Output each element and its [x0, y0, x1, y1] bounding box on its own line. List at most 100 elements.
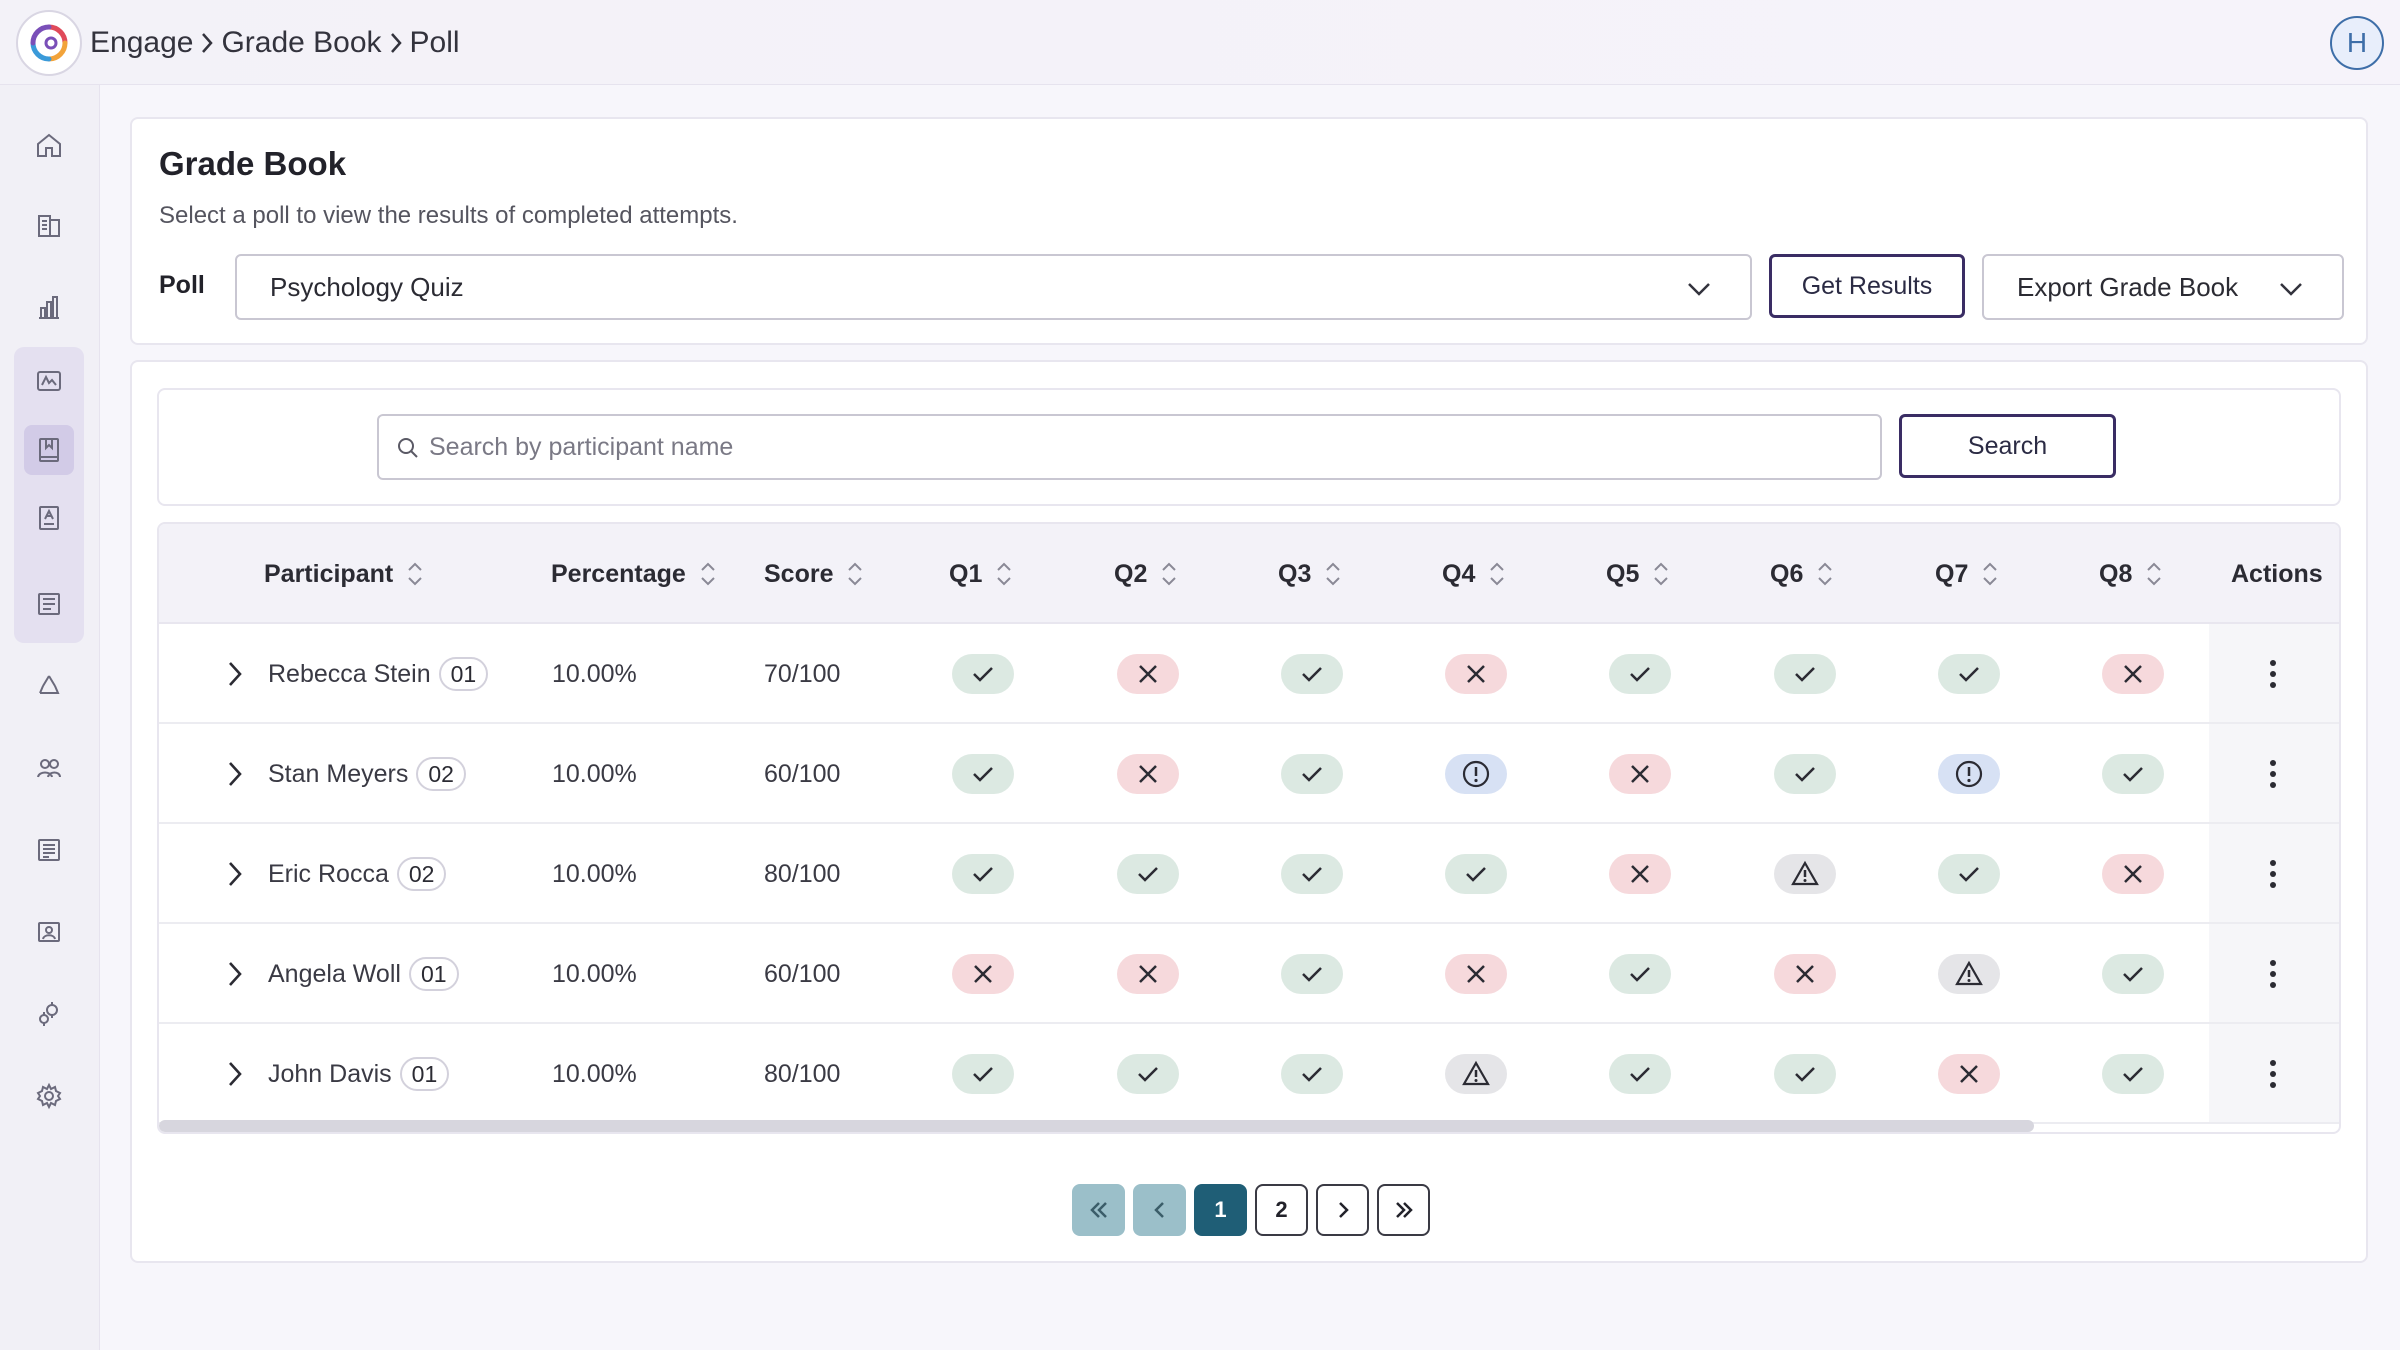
survey-icon[interactable]	[24, 579, 74, 629]
column-header-score[interactable]: Score	[764, 524, 865, 624]
participant-name[interactable]: Eric Rocca	[268, 859, 389, 888]
sort-icon[interactable]	[405, 559, 425, 589]
gallery-icon[interactable]	[24, 907, 74, 957]
answer-status-q4[interactable]	[1445, 754, 1507, 794]
answer-status-q6[interactable]	[1774, 654, 1836, 694]
sort-icon[interactable]	[994, 559, 1014, 589]
breadcrumb-grade-book[interactable]: Grade Book	[221, 26, 382, 59]
answer-status-q4[interactable]	[1445, 854, 1507, 894]
answer-status-q1[interactable]	[952, 1054, 1014, 1094]
answer-status-q6[interactable]	[1774, 954, 1836, 994]
first-page-button[interactable]	[1072, 1184, 1125, 1236]
expand-row-button[interactable]	[219, 658, 251, 695]
answer-status-q1[interactable]	[952, 854, 1014, 894]
answer-status-q3[interactable]	[1281, 654, 1343, 694]
sort-icon[interactable]	[1487, 559, 1507, 589]
prev-page-button[interactable]	[1133, 1184, 1186, 1236]
app-logo[interactable]	[16, 10, 82, 76]
answer-status-q7[interactable]	[1938, 654, 2000, 694]
recycle-icon[interactable]	[24, 661, 74, 711]
answer-status-q5[interactable]	[1609, 654, 1671, 694]
answer-status-q3[interactable]	[1281, 854, 1343, 894]
poll-select[interactable]: Psychology Quiz	[235, 254, 1752, 320]
column-header-q3[interactable]: Q3	[1278, 524, 1343, 624]
answer-status-q2[interactable]	[1117, 1054, 1179, 1094]
answer-status-q2[interactable]	[1117, 654, 1179, 694]
user-avatar[interactable]: H	[2330, 16, 2384, 70]
answer-status-q8[interactable]	[2102, 754, 2164, 794]
participant-name[interactable]: Rebecca Stein	[268, 659, 431, 688]
more-actions-icon[interactable]	[2269, 958, 2277, 995]
answer-status-q3[interactable]	[1281, 1054, 1343, 1094]
search-input[interactable]: Search by participant name	[377, 414, 1882, 480]
last-page-button[interactable]	[1377, 1184, 1430, 1236]
gradebook-icon[interactable]	[24, 425, 74, 475]
answer-status-q2[interactable]	[1117, 754, 1179, 794]
expand-row-button[interactable]	[219, 958, 251, 995]
more-actions-icon[interactable]	[2269, 658, 2277, 695]
chart-icon[interactable]	[24, 282, 74, 332]
column-header-participant[interactable]: Participant	[264, 524, 425, 624]
table-row[interactable]: Angela Woll 01 10.00% 60/100	[159, 924, 2339, 1024]
sort-icon[interactable]	[1651, 559, 1671, 589]
slides-icon[interactable]	[24, 356, 74, 406]
page-1-button[interactable]: 1	[1194, 1184, 1247, 1236]
table-row[interactable]: John Davis 01 10.00% 80/100	[159, 1024, 2339, 1124]
expand-row-button[interactable]	[219, 758, 251, 795]
column-header-q7[interactable]: Q7	[1935, 524, 2000, 624]
answer-status-q1[interactable]	[952, 654, 1014, 694]
horizontal-scrollbar[interactable]	[159, 1120, 2034, 1132]
answer-status-q7[interactable]	[1938, 854, 2000, 894]
column-header-q8[interactable]: Q8	[2099, 524, 2164, 624]
column-header-percentage[interactable]: Percentage	[551, 524, 718, 624]
answer-status-q6[interactable]	[1774, 854, 1836, 894]
column-header-q5[interactable]: Q5	[1606, 524, 1671, 624]
column-header-q6[interactable]: Q6	[1770, 524, 1835, 624]
participant-name[interactable]: Angela Woll	[268, 959, 401, 988]
answer-status-q1[interactable]	[952, 954, 1014, 994]
answer-status-q8[interactable]	[2102, 854, 2164, 894]
page-2-button[interactable]: 2	[1255, 1184, 1308, 1236]
integrations-icon[interactable]	[24, 989, 74, 1039]
answer-status-q3[interactable]	[1281, 954, 1343, 994]
column-header-q2[interactable]: Q2	[1114, 524, 1179, 624]
people-icon[interactable]	[24, 743, 74, 793]
answer-status-q8[interactable]	[2102, 954, 2164, 994]
answer-status-q5[interactable]	[1609, 754, 1671, 794]
sort-icon[interactable]	[1980, 559, 2000, 589]
sort-icon[interactable]	[845, 559, 865, 589]
get-results-button[interactable]: Get Results	[1769, 254, 1965, 318]
settings-icon[interactable]	[24, 1071, 74, 1121]
export-gradebook-dropdown[interactable]: Export Grade Book	[1982, 254, 2344, 320]
answer-status-q4[interactable]	[1445, 1054, 1507, 1094]
table-row[interactable]: Eric Rocca 02 10.00% 80/100	[159, 824, 2339, 924]
sort-icon[interactable]	[698, 559, 718, 589]
answer-status-q3[interactable]	[1281, 754, 1343, 794]
search-button[interactable]: Search	[1899, 414, 2116, 478]
answer-status-q7[interactable]	[1938, 754, 2000, 794]
answer-status-q2[interactable]	[1117, 954, 1179, 994]
more-actions-icon[interactable]	[2269, 1058, 2277, 1095]
more-actions-icon[interactable]	[2269, 858, 2277, 895]
answer-status-q4[interactable]	[1445, 654, 1507, 694]
participant-name[interactable]: John Davis	[268, 1059, 392, 1088]
sort-icon[interactable]	[1159, 559, 1179, 589]
more-actions-icon[interactable]	[2269, 758, 2277, 795]
list-icon[interactable]	[24, 825, 74, 875]
answer-status-q6[interactable]	[1774, 754, 1836, 794]
participant-name[interactable]: Stan Meyers	[268, 759, 409, 788]
table-row[interactable]: Rebecca Stein 01 10.00% 70/100	[159, 624, 2339, 724]
answer-status-q5[interactable]	[1609, 954, 1671, 994]
sort-icon[interactable]	[1815, 559, 1835, 589]
answer-status-q6[interactable]	[1774, 1054, 1836, 1094]
answer-status-q1[interactable]	[952, 754, 1014, 794]
answer-status-q8[interactable]	[2102, 654, 2164, 694]
report-icon[interactable]	[24, 493, 74, 543]
column-header-q4[interactable]: Q4	[1442, 524, 1507, 624]
answer-status-q7[interactable]	[1938, 1054, 2000, 1094]
answer-status-q2[interactable]	[1117, 854, 1179, 894]
next-page-button[interactable]	[1316, 1184, 1369, 1236]
library-icon[interactable]	[24, 201, 74, 251]
home-icon[interactable]	[24, 120, 74, 170]
breadcrumb-engage[interactable]: Engage	[90, 26, 194, 59]
